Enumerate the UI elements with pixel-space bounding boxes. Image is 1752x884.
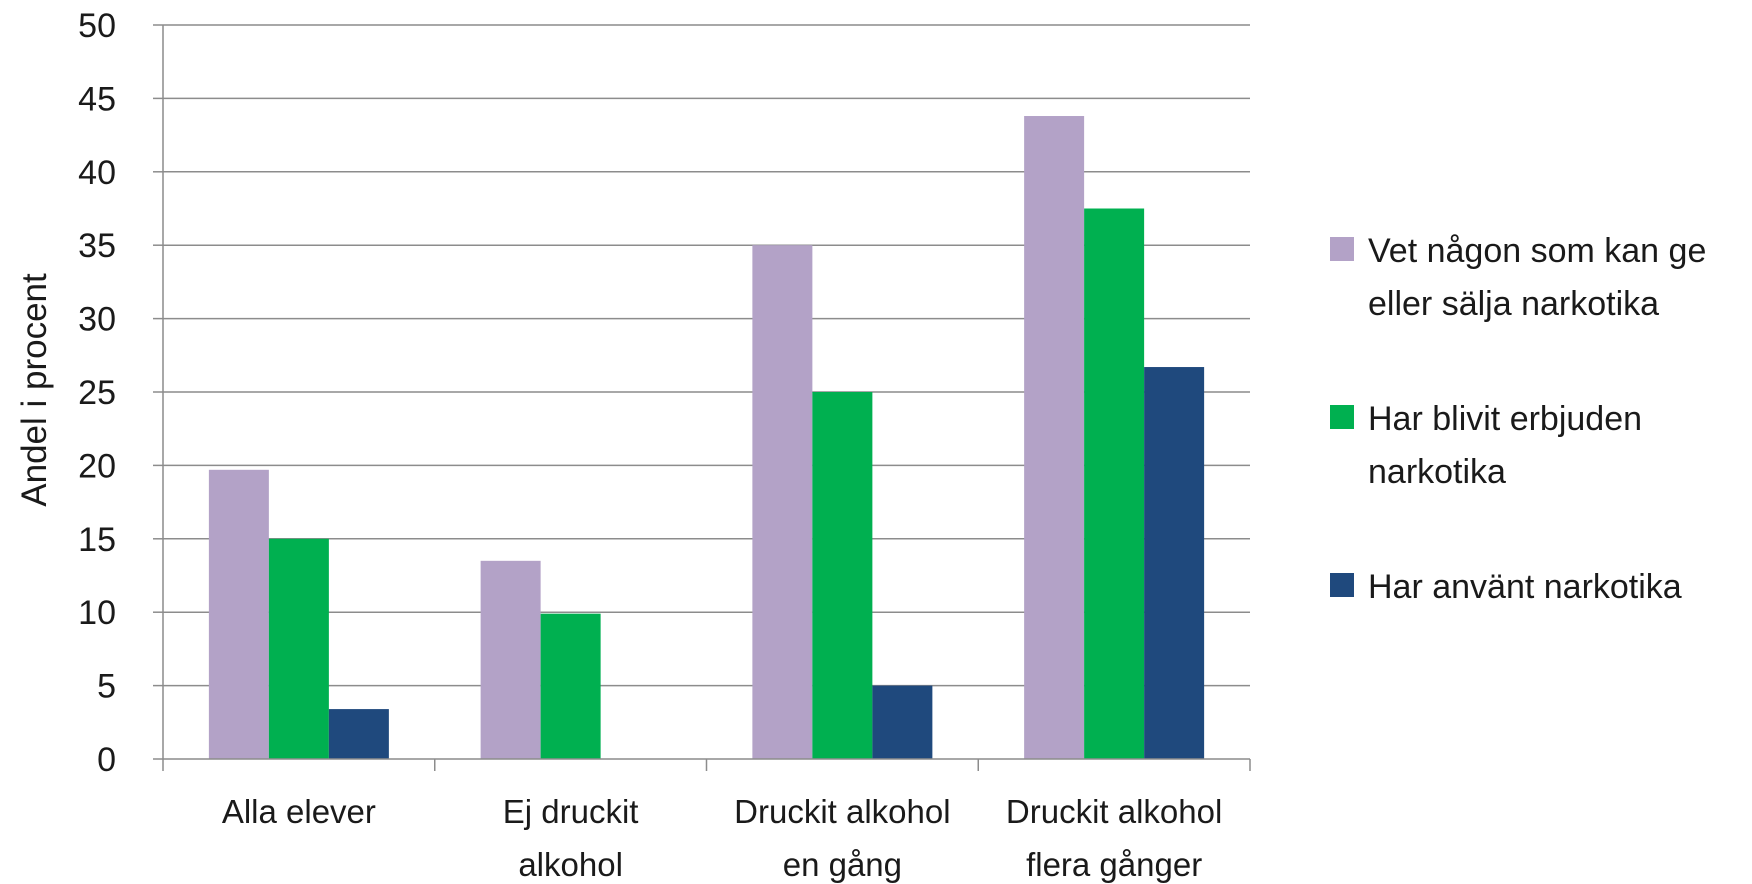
bar	[480, 560, 541, 759]
y-tick-label: 0	[97, 741, 116, 779]
y-axis-title: Andel i procent	[15, 273, 54, 507]
bar	[812, 392, 873, 759]
bar	[268, 538, 329, 759]
x-category-label: Druckit alkohol	[1006, 793, 1222, 830]
bar	[752, 245, 813, 759]
legend-label: eller sälja narkotika	[1368, 285, 1659, 323]
bar	[328, 709, 389, 759]
y-tick-label: 15	[78, 521, 116, 559]
gridlines	[163, 24, 1250, 687]
y-tick-label: 40	[78, 154, 116, 192]
bar	[1024, 116, 1085, 760]
x-category-label: alkohol	[518, 846, 623, 883]
y-tick-label: 30	[78, 301, 116, 339]
legend-swatch	[1330, 405, 1354, 429]
legend-label: narkotika	[1368, 453, 1506, 491]
legend-swatch	[1330, 573, 1354, 597]
bar	[540, 613, 601, 759]
x-category-label: en gång	[783, 846, 902, 883]
x-category-label: flera gånger	[1026, 846, 1202, 883]
y-tick-label: 50	[78, 7, 116, 45]
bar	[208, 469, 269, 759]
legend-label: Vet någon som kan ge	[1368, 232, 1706, 270]
bars	[208, 116, 1205, 760]
y-tick-label: 35	[78, 227, 116, 265]
legend-label: Har använt narkotika	[1368, 568, 1682, 606]
x-category-label: Ej druckit	[503, 793, 639, 830]
y-tick-label: 10	[78, 594, 116, 632]
y-tick-label: 45	[78, 80, 116, 118]
y-tick-label: 20	[78, 447, 116, 485]
y-tick-label: 5	[97, 668, 116, 706]
bar	[1084, 208, 1145, 759]
bar	[1144, 367, 1205, 759]
axes	[153, 24, 1251, 771]
legend-swatch	[1330, 237, 1354, 261]
x-category-labels: Alla elever Ej druckit alkohol Druckit alko…	[222, 793, 1223, 883]
legend: Vet någon som kan ge eller sälja narkotik…	[1330, 232, 1706, 606]
x-category-label: Alla elever	[222, 793, 376, 830]
legend-label: Har blivit erbjuden	[1368, 400, 1642, 438]
x-category-label: Druckit alkohol	[734, 793, 950, 830]
y-tick-label: 25	[78, 374, 116, 412]
y-tick-labels: 0 5 10 15 20 25 30 35 40 45 50	[78, 7, 116, 779]
bar	[872, 685, 933, 759]
